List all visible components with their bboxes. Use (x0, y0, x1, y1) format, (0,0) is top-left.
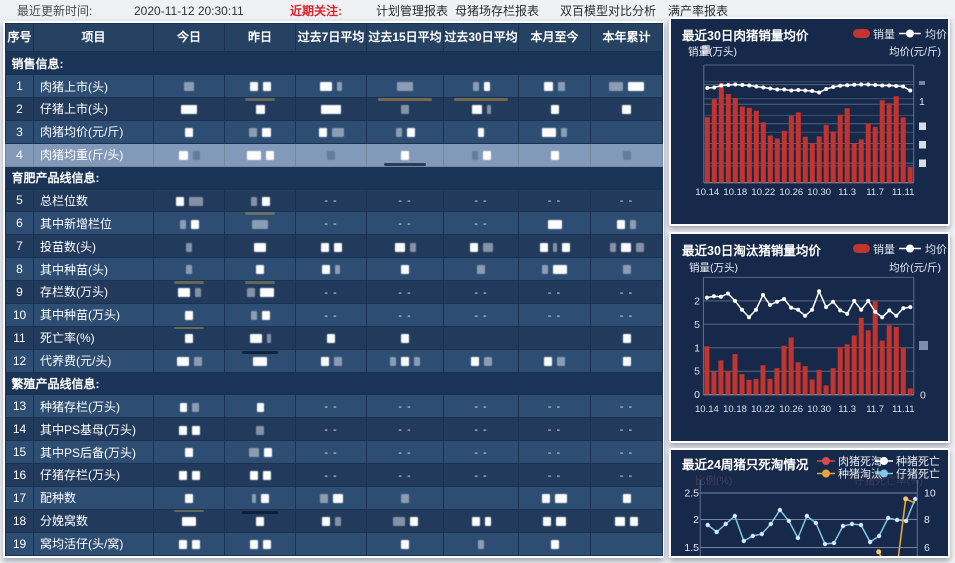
svg-text:销量(万头): 销量(万头) (688, 45, 737, 58)
svg-text:2.5: 2.5 (684, 488, 699, 500)
svg-text:11.3: 11.3 (838, 187, 856, 198)
svg-text:销量: 销量 (873, 242, 895, 256)
svg-text:销量: 销量 (873, 27, 895, 41)
svg-text:10.26: 10.26 (779, 187, 803, 198)
svg-text:11.3: 11.3 (838, 404, 856, 415)
svg-text:10.14: 10.14 (695, 187, 719, 198)
svg-text:11.7: 11.7 (866, 187, 884, 198)
svg-text:10.18: 10.18 (723, 404, 747, 415)
svg-text:比例(%): 比例(%) (695, 474, 732, 487)
svg-text:0: 0 (694, 389, 700, 401)
svg-text:10.26: 10.26 (779, 404, 803, 415)
svg-text:肉猪死淘: 肉猪死淘 (838, 455, 882, 468)
svg-text:1: 1 (919, 96, 925, 108)
svg-text:最近30日淘汰猪销量均价: 最近30日淘汰猪销量均价 (682, 243, 821, 258)
svg-text:11.11: 11.11 (892, 187, 914, 198)
svg-text:均价: 均价 (925, 243, 947, 256)
svg-text:10.18: 10.18 (723, 187, 747, 198)
svg-text:11.11: 11.11 (892, 404, 914, 415)
svg-text:2: 2 (693, 514, 699, 526)
svg-text:10.30: 10.30 (807, 187, 831, 198)
svg-text:2: 2 (694, 295, 700, 307)
svg-text:5: 5 (694, 366, 700, 378)
svg-text:均价: 均价 (925, 28, 947, 41)
svg-text:0: 0 (920, 390, 926, 402)
svg-text:8: 8 (924, 514, 930, 526)
svg-text:6: 6 (924, 542, 930, 554)
svg-text:10.22: 10.22 (751, 404, 775, 415)
svg-text:最近30日肉猪销量均价: 最近30日肉猪销量均价 (682, 28, 809, 43)
svg-text:销量(万头): 销量(万头) (689, 261, 738, 274)
svg-text:最近24周猪只死淘情况: 最近24周猪只死淘情况 (682, 457, 809, 472)
svg-text:10.30: 10.30 (807, 404, 831, 415)
svg-text:均价(元/斤): 均价(元/斤) (889, 262, 941, 274)
svg-text:10.14: 10.14 (695, 404, 719, 415)
svg-text:种猪淘汰: 种猪淘汰 (838, 467, 882, 481)
svg-text:1.5: 1.5 (684, 542, 699, 554)
svg-text:种猪死亡: 种猪死亡 (896, 454, 940, 468)
svg-text:1: 1 (694, 342, 700, 354)
svg-text:10.22: 10.22 (751, 187, 775, 198)
svg-text:均价(元/斤): 均价(元/斤) (889, 46, 941, 58)
svg-text:5: 5 (694, 319, 700, 331)
svg-text:11.7: 11.7 (866, 404, 884, 415)
svg-text:仔猪死亡: 仔猪死亡 (896, 467, 940, 481)
svg-text:仔猪死亡率(%): 仔猪死亡率(%) (854, 474, 923, 487)
svg-text:10: 10 (924, 488, 936, 500)
